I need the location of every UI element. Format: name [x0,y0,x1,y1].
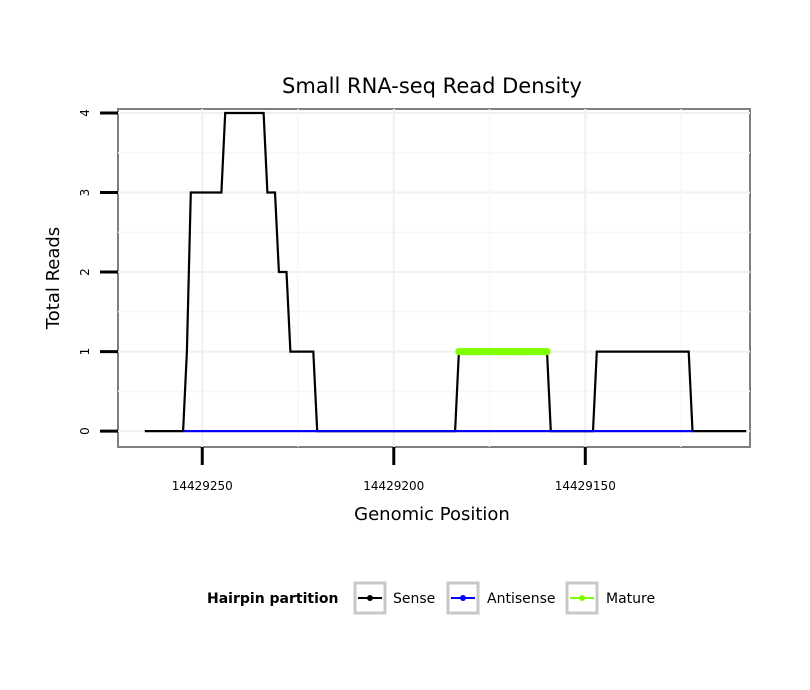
series-line-sense [144,111,747,433]
x-tick-label: 14429250 [172,479,233,493]
legend-point-antisense [460,595,466,601]
y-tick-label: 0 [78,427,92,435]
y-tick-label: 1 [78,348,92,356]
y-axis-label: Total Reads [43,227,64,330]
x-axis: 14429250 14429200 14429150 [172,447,616,493]
chart-title: Small RNA-seq Read Density [282,74,582,98]
series-point-mature [543,348,551,356]
y-tick-label: 2 [78,268,92,276]
y-tick-label: 3 [78,189,92,197]
plot-panel [117,108,751,448]
legend-title: Hairpin partition [207,591,338,607]
y-axis: 0 1 2 3 4 [78,109,118,435]
legend-label-antisense: Antisense [487,591,556,607]
x-tick-label: 14429200 [363,479,424,493]
y-tick-label: 4 [78,109,92,117]
series-layer [144,111,747,433]
x-axis-label: Genomic Position [354,504,510,525]
legend-point-mature [579,595,585,601]
x-tick-label: 14429150 [555,479,616,493]
legend-point-sense [367,595,373,601]
legend-label-sense: Sense [393,591,435,607]
gridlines [118,109,750,447]
legend-label-mature: Mature [606,591,655,607]
legend: Hairpin partition Sense Antisense Mature [207,581,655,615]
